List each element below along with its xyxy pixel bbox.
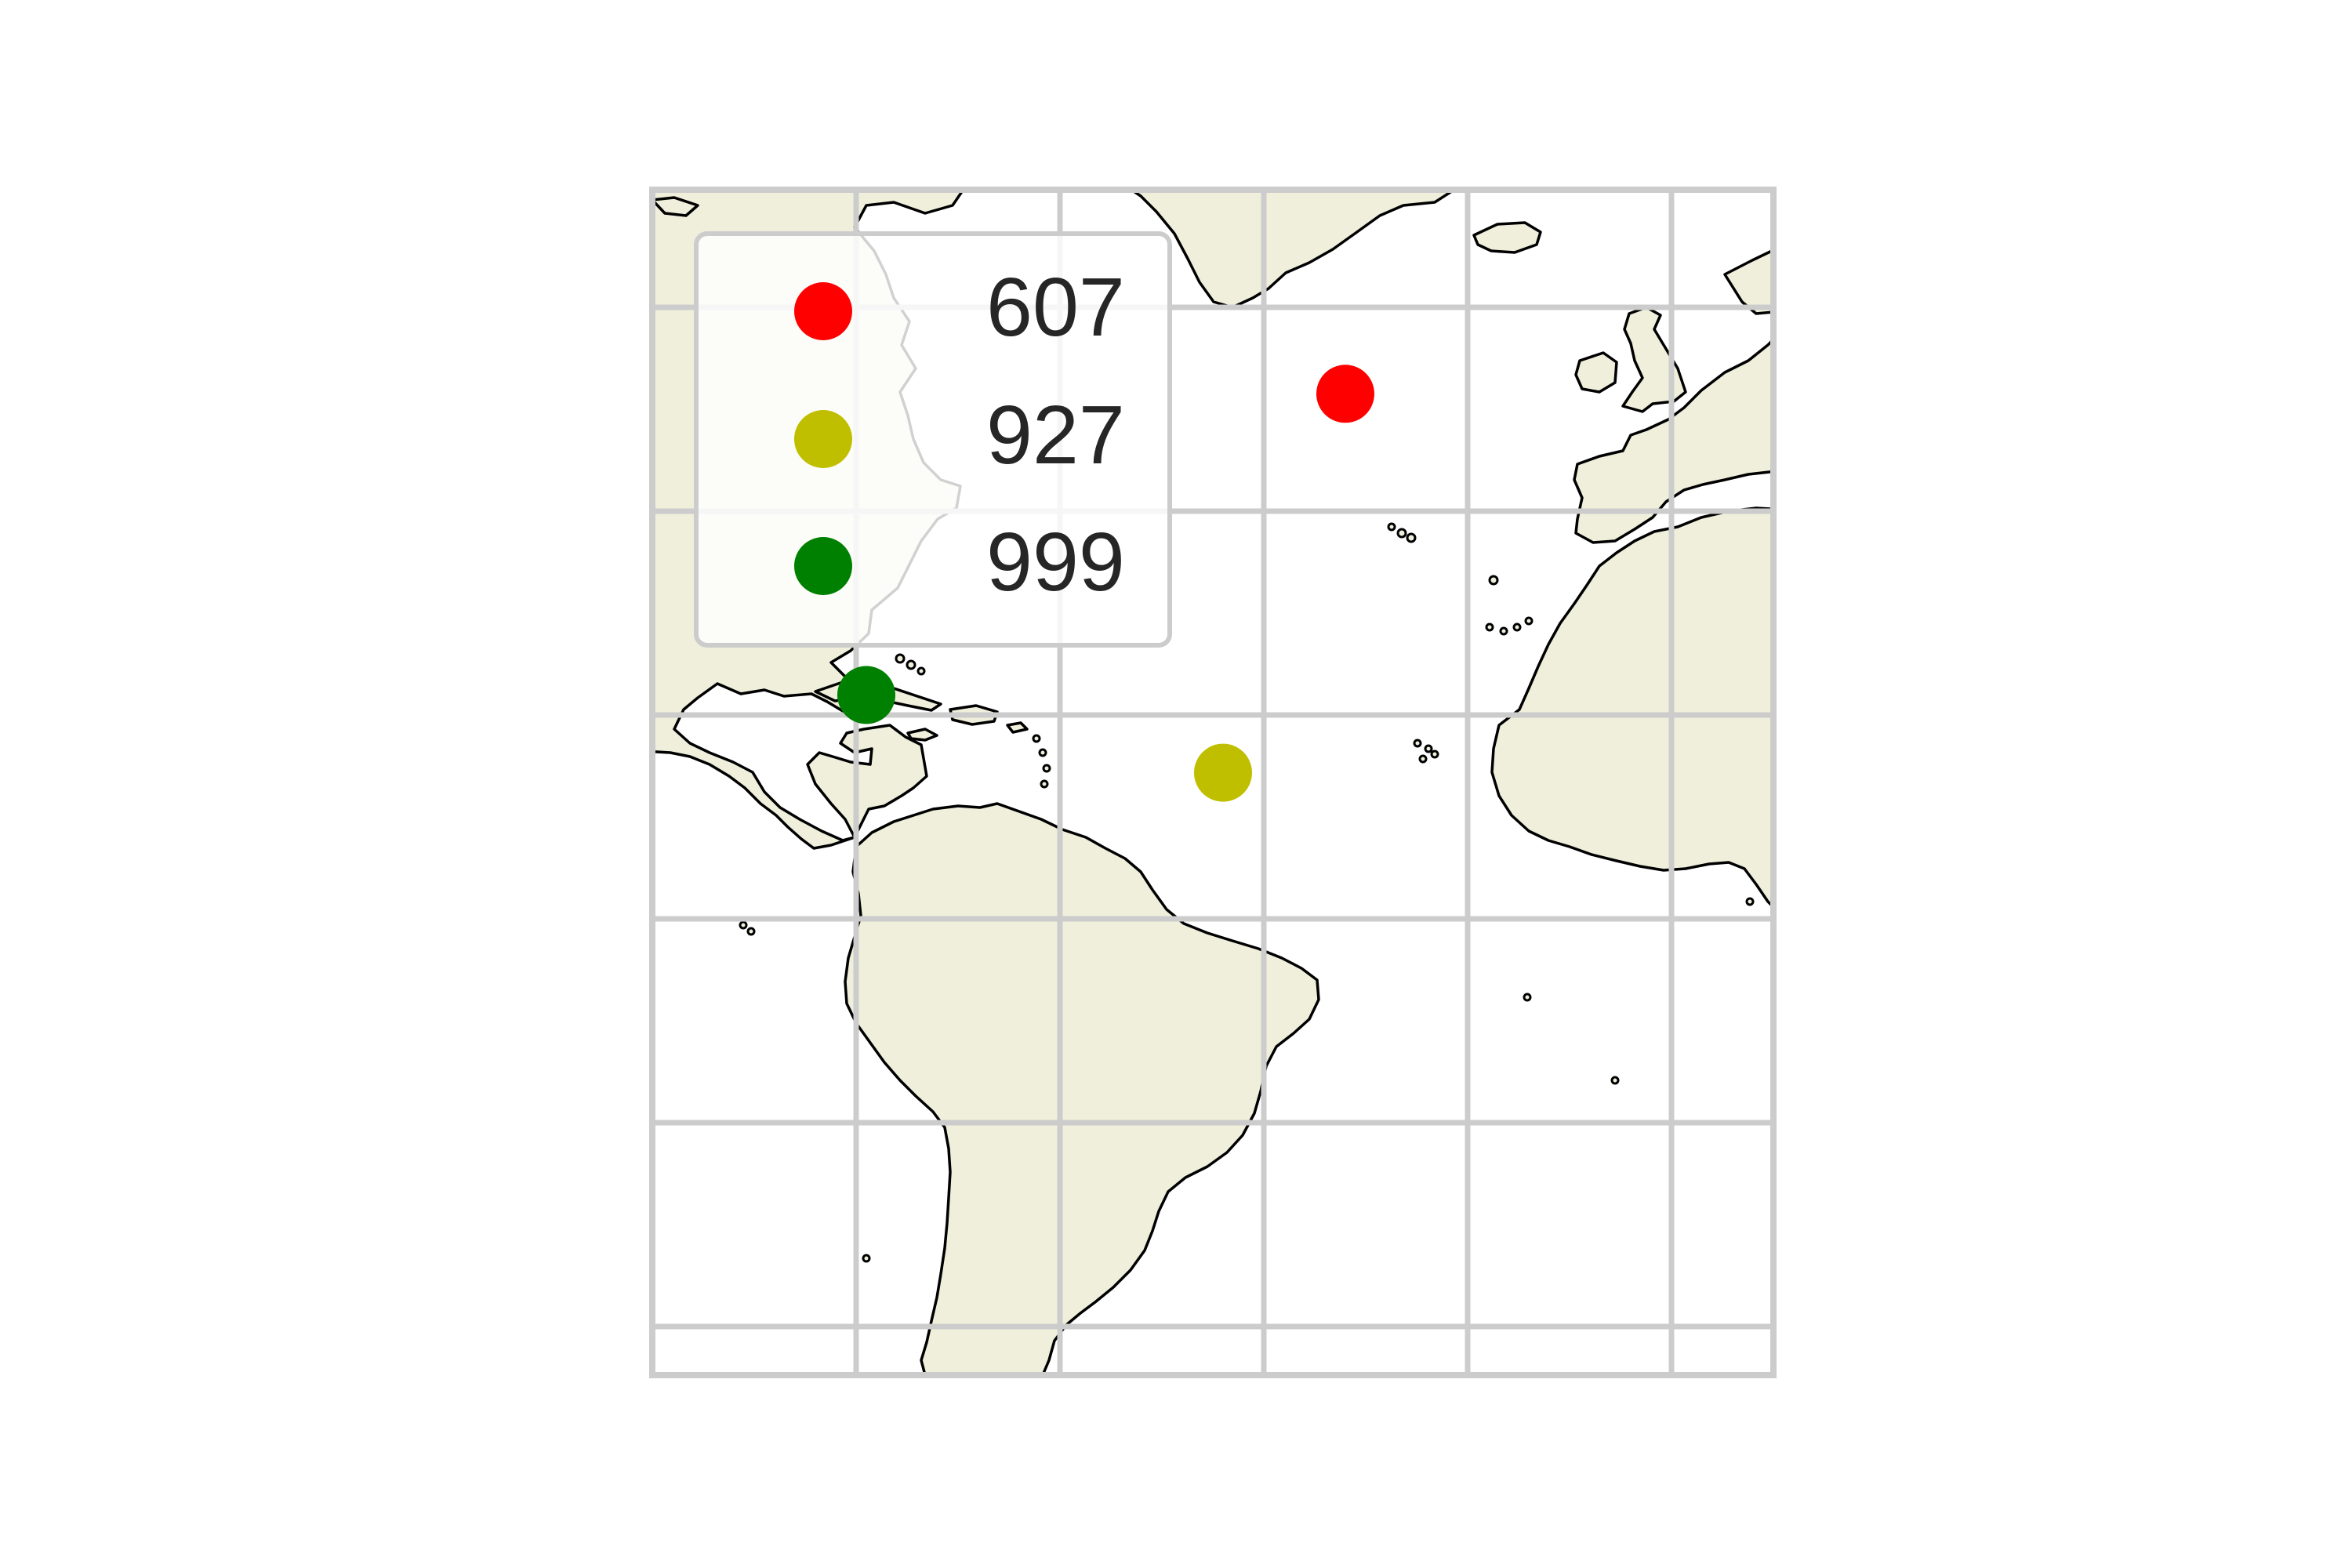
legend-swatch: [794, 537, 852, 595]
canary-islet: [1512, 622, 1522, 632]
canary-islet: [1485, 622, 1494, 632]
markers-layer: [837, 365, 1374, 802]
marker-927: [1194, 743, 1252, 802]
ascension-islet: [1523, 993, 1532, 1002]
legend-swatch: [794, 282, 852, 340]
legend-entry-927: 927: [794, 389, 1125, 481]
azores-islet: [1406, 532, 1417, 543]
jamaica-landmass: [906, 728, 938, 742]
st-helena-islet: [1610, 1076, 1620, 1085]
lesser-antilles-islet: [1032, 734, 1041, 743]
galapagos-islet: [739, 920, 748, 930]
marker-607: [1316, 365, 1374, 423]
lesser-antilles-islet: [1042, 764, 1051, 773]
canary-islet: [1499, 626, 1508, 636]
south-america-landmass: [844, 802, 1320, 1375]
legend-entry-607: 607: [794, 261, 1125, 354]
cape-verde-islet: [1413, 739, 1422, 748]
arctic-islands-landmass: [652, 196, 699, 217]
africa-landmass: [1490, 506, 1773, 909]
legend-swatch: [794, 410, 852, 468]
ireland-landmass: [1574, 351, 1618, 394]
marker-999: [837, 666, 895, 724]
legend-label: 607: [986, 261, 1125, 354]
bahamas-islet: [895, 653, 906, 664]
canary-islet: [1524, 616, 1534, 626]
small-islands: [739, 522, 1755, 1263]
lesser-antilles-islet: [1040, 779, 1049, 789]
legend-label: 927: [986, 389, 1125, 481]
azores-islet: [1387, 522, 1396, 532]
bahamas-islet: [906, 659, 916, 670]
juan-fernandez-islet: [862, 1254, 871, 1263]
legend-entry-999: 999: [794, 516, 1125, 608]
map-area: [652, 190, 1773, 1375]
cape-verde-islet: [1424, 744, 1433, 753]
lesser-antilles-islet: [1038, 748, 1047, 757]
azores-islet: [1396, 528, 1407, 539]
greenland-landmass: [1128, 190, 1457, 309]
madeira-islet: [1488, 575, 1499, 586]
bahamas-islet: [916, 666, 926, 676]
legend: 607 927 999: [694, 231, 1172, 648]
cape-verde-islet: [1430, 750, 1439, 759]
galapagos-islet: [746, 927, 756, 936]
gulf-of-guinea-islet: [1745, 897, 1755, 906]
map-frame: [649, 187, 1777, 1378]
legend-label: 999: [986, 516, 1125, 608]
iceland-landmass: [1472, 221, 1542, 254]
puerto-rico-landmass: [1006, 721, 1029, 734]
cape-verde-islet: [1418, 754, 1428, 764]
